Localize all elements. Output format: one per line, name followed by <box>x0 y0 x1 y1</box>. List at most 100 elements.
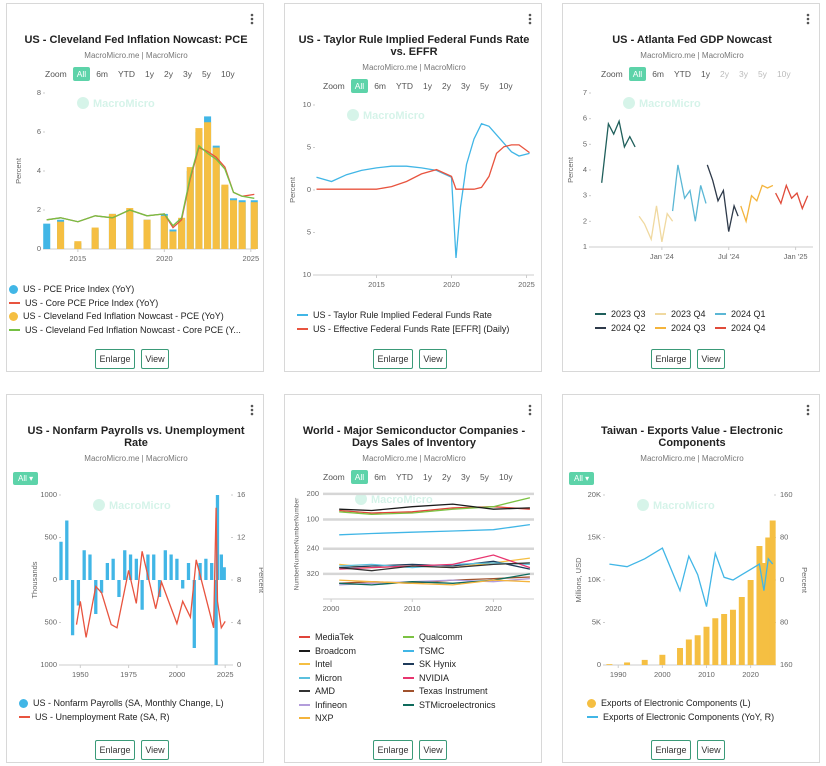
range-button[interactable]: 2y <box>163 69 173 79</box>
range-button[interactable]: All <box>350 79 369 93</box>
legend-item[interactable]: 2024 Q1 <box>715 309 766 319</box>
bar <box>729 609 736 665</box>
legend-item[interactable]: SK Hynix <box>403 659 456 669</box>
range-button[interactable]: 1y <box>423 81 432 91</box>
legend-item[interactable]: Qualcomm <box>403 632 463 642</box>
range-button[interactable]: All <box>350 470 369 484</box>
legend-marker <box>403 676 414 679</box>
legend-item[interactable]: 2023 Q4 <box>655 309 706 319</box>
range-button[interactable]: 5y <box>479 472 489 482</box>
legend-marker <box>19 698 28 708</box>
menu-icon[interactable] <box>806 13 810 25</box>
plot: MacroMicro 10 5 0 5 10 Percent 2015 2020 2025 <box>288 13 535 289</box>
watermark: MacroMicro <box>639 98 701 110</box>
legend-item[interactable]: Micron <box>299 673 342 683</box>
legend-item[interactable]: 2024 Q4 <box>715 323 766 333</box>
legend-item[interactable]: US - PCE Price Index (YoY) <box>9 284 134 294</box>
watermark: MacroMicro <box>653 500 715 512</box>
range-button[interactable]: 6m <box>652 69 664 79</box>
legend-item[interactable]: US - Taylor Rule Implied Federal Funds R… <box>297 310 492 320</box>
legend-marker <box>587 715 598 718</box>
legend-item[interactable]: TSMC <box>403 646 445 656</box>
range-button[interactable]: 5y <box>201 69 211 79</box>
view-button[interactable]: View <box>419 740 447 760</box>
range-button[interactable]: 3y <box>738 69 748 79</box>
legend-item[interactable]: US - Effective Federal Funds Rate [EFFR]… <box>297 324 509 334</box>
legend-item[interactable]: Intel <box>299 659 332 669</box>
legend-item[interactable]: AMD <box>299 686 335 696</box>
legend-item[interactable]: STMicroelectronics <box>403 700 496 710</box>
chart-card: World - Major Semiconductor Companies - … <box>284 394 542 763</box>
view-button[interactable]: View <box>419 349 447 369</box>
line-series <box>339 562 530 569</box>
bar <box>175 558 179 580</box>
range-button[interactable]: 10y <box>776 69 791 79</box>
legend-item[interactable]: US - Unemployment Rate (SA, R) <box>19 712 170 722</box>
legend-item[interactable]: MediaTek <box>299 632 354 642</box>
legend-item[interactable]: US - Core PCE Price Index (YoY) <box>9 298 158 308</box>
legend-item[interactable]: US - Cleveland Fed Inflation Nowcast - P… <box>9 311 224 321</box>
legend-item[interactable]: NVIDIA <box>403 673 449 683</box>
menu-icon[interactable] <box>250 13 254 25</box>
menu-icon[interactable] <box>250 404 254 416</box>
legend-item[interactable]: US - Nonfarm Payrolls (SA, Monthly Chang… <box>19 698 224 708</box>
range-button[interactable]: 6m <box>96 69 108 79</box>
range-dropdown[interactable]: All ▾ <box>13 472 39 485</box>
range-button[interactable]: 2y <box>441 472 451 482</box>
view-button[interactable]: View <box>141 349 169 369</box>
view-button[interactable]: View <box>697 740 725 760</box>
legend-marker <box>403 703 414 706</box>
legend-item[interactable]: Infineon <box>299 700 347 710</box>
legend-label: US - Effective Federal Funds Rate [EFFR]… <box>313 323 510 334</box>
zoom-label: Zoom <box>323 472 345 482</box>
line-series <box>671 164 707 222</box>
range-button[interactable]: 6m <box>374 472 386 482</box>
legend-marker <box>403 636 414 638</box>
range-button[interactable]: 3y <box>182 69 192 79</box>
range-button[interactable]: 5y <box>479 81 489 91</box>
range-button[interactable]: 3y <box>460 81 470 91</box>
range-button[interactable]: 1y <box>423 472 432 482</box>
legend-item[interactable]: Exports of Electronic Components (L) <box>587 698 751 708</box>
range-button[interactable]: All <box>628 67 647 81</box>
menu-icon[interactable] <box>528 13 532 25</box>
range-button[interactable]: 2y <box>441 81 451 91</box>
legend-item[interactable]: 2023 Q3 <box>595 309 646 319</box>
enlarge-button[interactable]: Enlarge <box>95 349 135 369</box>
range-button[interactable]: 10y <box>498 472 513 482</box>
enlarge-button[interactable]: Enlarge <box>373 740 413 760</box>
enlarge-button[interactable]: Enlarge <box>95 740 135 760</box>
menu-icon[interactable] <box>806 404 810 416</box>
range-button[interactable]: YTD <box>396 81 413 91</box>
range-button[interactable]: 10y <box>498 81 513 91</box>
menu-icon[interactable] <box>528 404 532 416</box>
legend-item[interactable]: Broadcom <box>299 646 356 656</box>
view-button[interactable]: View <box>697 349 725 369</box>
y2-tick-label: 16 <box>237 490 245 499</box>
range-button[interactable]: 2y <box>719 69 729 79</box>
legend-item[interactable]: NXP <box>299 713 334 723</box>
legend-item[interactable]: Texas Instrument <box>403 686 488 696</box>
range-button[interactable]: 1y <box>145 69 154 79</box>
enlarge-button[interactable]: Enlarge <box>651 349 691 369</box>
range-button[interactable]: 6m <box>374 81 386 91</box>
range-button[interactable]: YTD <box>674 69 691 79</box>
line-series <box>339 523 530 536</box>
range-button[interactable]: 1y <box>701 69 710 79</box>
y-axis-title: Percent <box>566 156 575 183</box>
legend-item[interactable]: 2024 Q3 <box>655 323 706 333</box>
legend-item[interactable]: US - Cleveland Fed Inflation Nowcast - C… <box>9 325 241 335</box>
legend-item[interactable]: Exports of Electronic Components (YoY, R… <box>587 712 774 722</box>
range-button[interactable]: All <box>72 67 91 81</box>
range-button[interactable]: YTD <box>118 69 135 79</box>
range-button[interactable]: 10y <box>220 69 235 79</box>
range-button[interactable]: 5y <box>757 69 767 79</box>
enlarge-button[interactable]: Enlarge <box>651 740 691 760</box>
range-button[interactable]: 3y <box>460 472 470 482</box>
y2-tick-label: 8 <box>237 575 241 584</box>
range-dropdown[interactable]: All ▾ <box>569 472 595 485</box>
range-button[interactable]: YTD <box>396 472 413 482</box>
view-button[interactable]: View <box>141 740 169 760</box>
enlarge-button[interactable]: Enlarge <box>373 349 413 369</box>
legend-item[interactable]: 2024 Q2 <box>595 323 646 333</box>
